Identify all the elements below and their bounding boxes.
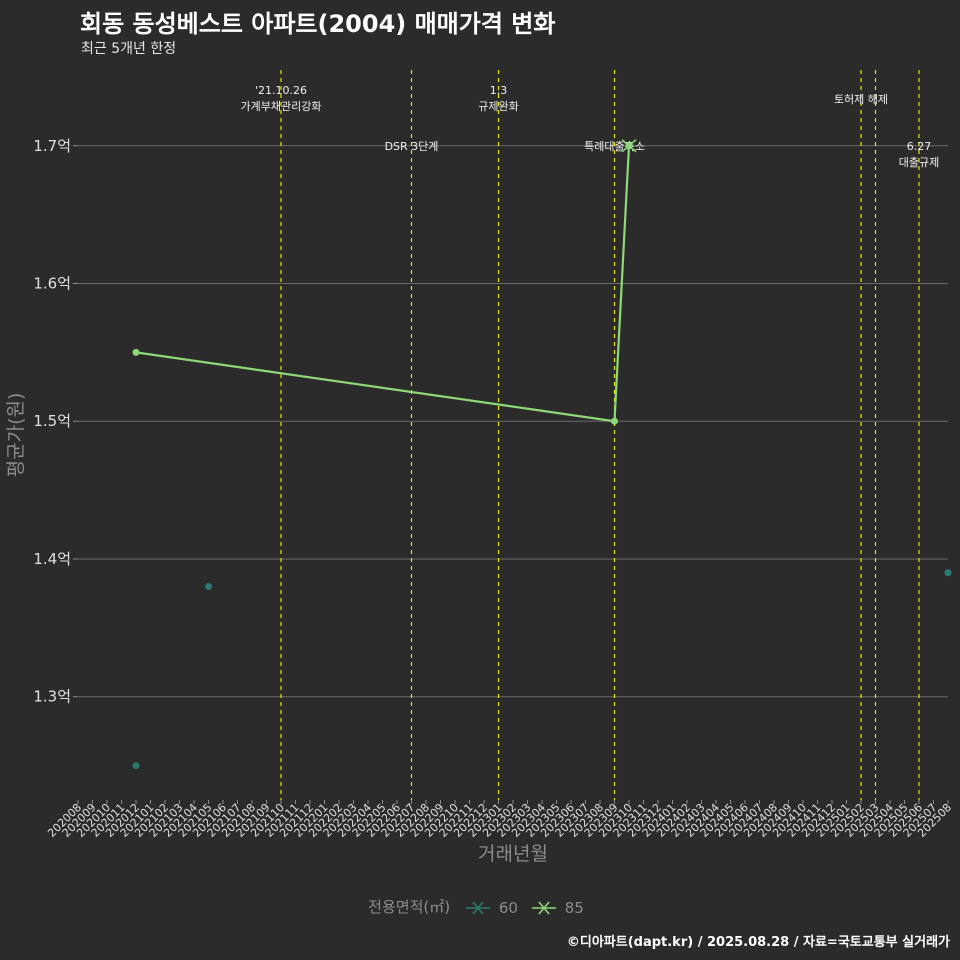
legend-label-60: 60: [498, 898, 518, 917]
event-label-4-0: 토허제 해제: [834, 92, 888, 106]
data-point-85-202309: [611, 417, 618, 425]
y-tick-label-2: 1.5억: [33, 412, 71, 430]
legend-key-60-icon: [465, 900, 490, 915]
chart-subtitle: 최근 5개년 한정: [81, 41, 177, 57]
legend: 전용면적(㎡) 60 85: [0, 896, 960, 917]
event-label-0-1: 가계부채관리강화: [241, 100, 322, 113]
chart-title: 회동 동성베스트 아파트(2004) 매매가격 변화: [80, 10, 556, 38]
data-point-60-202012: [132, 762, 140, 770]
cross-marker-85-b: [621, 139, 637, 153]
legend-item-85[interactable]: 85: [531, 899, 584, 917]
legend-label-85: 85: [564, 898, 584, 917]
y-tick-label-4: 1.7억: [33, 137, 71, 155]
event-label-0-0: '21.10.26: [255, 84, 307, 97]
event-label-6-0: 6.27: [907, 140, 932, 153]
x-axis-title: 거래년월: [478, 843, 548, 865]
data-point-85-202012: [132, 348, 140, 356]
data-series: [132, 139, 952, 770]
event-label-1-0: DSR 3단계: [385, 140, 439, 153]
event-label-2-0: 1.3: [490, 84, 508, 97]
legend-key-85-icon: [531, 900, 556, 915]
y-tick-label-1: 1.4억: [33, 550, 71, 568]
event-label-2-1: 규제완화: [478, 100, 518, 113]
grid-lines: [78, 145, 948, 698]
axes: 1.3억1.4억1.5억1.6억1.7억20200820200920201020…: [5, 137, 954, 865]
data-point-60-202105: [205, 583, 212, 591]
y-axis-title: 평균가(원): [5, 393, 27, 478]
data-point-60-202508: [944, 569, 952, 577]
event-label-6-1: 대출규제: [899, 156, 939, 169]
legend-item-60[interactable]: 60: [465, 899, 518, 917]
y-tick-label-0: 1.3억: [33, 688, 71, 706]
source-caption: ©디아파트(dapt.kr) / 2025.08.28 / 자료=국토교통부 실…: [566, 935, 950, 950]
legend-title: 전용면적(㎡): [368, 898, 451, 916]
y-tick-label-3: 1.6억: [33, 274, 71, 292]
